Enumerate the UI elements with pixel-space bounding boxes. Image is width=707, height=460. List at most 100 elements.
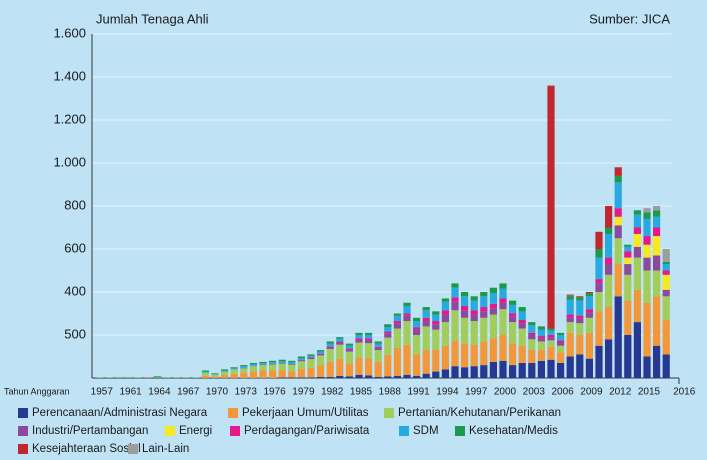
bar-segment xyxy=(576,354,584,378)
bar-segment xyxy=(461,317,469,344)
bar-segment xyxy=(585,296,593,310)
bar-segment xyxy=(269,364,277,371)
bar-segment xyxy=(585,292,593,294)
bar-segment xyxy=(441,345,449,370)
bar-segment xyxy=(557,345,565,353)
bar-segment xyxy=(365,358,373,376)
bar-segment xyxy=(489,338,497,362)
bar-segment xyxy=(365,335,373,339)
bar-segment xyxy=(326,346,334,349)
bar-segment xyxy=(643,257,651,271)
bar-segment xyxy=(547,346,555,360)
bar-segment xyxy=(269,362,277,364)
bar-segment xyxy=(307,367,315,378)
bar-segment xyxy=(557,362,565,378)
bar-segment xyxy=(374,361,382,377)
bar-segment xyxy=(614,238,622,265)
bar-segment xyxy=(557,335,565,341)
bar-segment xyxy=(662,354,670,378)
x-tick-label: 1991 xyxy=(407,387,430,398)
x-tick-label: 1964 xyxy=(148,387,171,398)
bar-segment xyxy=(230,373,238,378)
bar-segment xyxy=(509,365,517,378)
bar-segment xyxy=(230,369,238,374)
bar-segment xyxy=(374,346,382,348)
bar-segment xyxy=(576,318,584,324)
bar-segment xyxy=(422,310,430,318)
bar-segment xyxy=(422,321,430,327)
bar-segment xyxy=(537,329,545,337)
bar-segment xyxy=(653,236,661,256)
bar-segment xyxy=(355,357,363,375)
x-axis-label: Tahun Anggaran xyxy=(4,386,70,396)
y-tick-label: 400 xyxy=(64,283,86,298)
bar-segment xyxy=(624,264,632,275)
bar-segment xyxy=(336,338,344,342)
bar-segment xyxy=(374,347,382,351)
bar-segment xyxy=(403,374,411,378)
bar-segment xyxy=(403,302,411,306)
bar-segment xyxy=(633,246,641,258)
bar-segment xyxy=(230,367,238,369)
bar-segment xyxy=(576,297,584,301)
bar-segment xyxy=(317,351,325,354)
bar-segment xyxy=(662,270,670,275)
bar-segment xyxy=(547,335,555,338)
bar-segment xyxy=(288,360,296,363)
legend-label: Pertanian/Kehutanan/Perikanan xyxy=(398,407,561,419)
bar-segment xyxy=(489,361,497,378)
bar-segment xyxy=(566,296,574,300)
bar-segment xyxy=(451,366,459,378)
bar-segment xyxy=(269,363,277,365)
bar-segment xyxy=(288,364,296,365)
bar-segment xyxy=(451,297,459,302)
bar-segment xyxy=(537,338,545,342)
bar-segment xyxy=(528,325,536,333)
bar-segment xyxy=(585,309,593,313)
bar-segment xyxy=(297,360,305,362)
bar-segment xyxy=(547,340,555,347)
bar-segment xyxy=(336,358,344,376)
bar-segment xyxy=(278,370,286,378)
bar-segment xyxy=(249,366,257,372)
bar-segment xyxy=(537,350,545,361)
bar-segment xyxy=(633,210,641,215)
bar-segment xyxy=(336,342,344,345)
bar-segment xyxy=(566,314,574,318)
bar-segment xyxy=(566,295,574,297)
bar-segment xyxy=(403,305,411,314)
bar-segment xyxy=(374,350,382,362)
bar-segment xyxy=(317,350,325,352)
bar-segment xyxy=(653,255,661,271)
bar-segment xyxy=(662,261,670,265)
bar-segment xyxy=(326,341,334,344)
bar-segment xyxy=(307,359,315,368)
bar-segment xyxy=(499,298,507,303)
bar-segment xyxy=(585,358,593,378)
legend-label: Kesehatan/Medis xyxy=(469,425,558,437)
bar-segment xyxy=(576,323,584,335)
bar-segment xyxy=(432,350,440,372)
bar-segment xyxy=(432,311,440,315)
legend-swatch xyxy=(384,408,394,418)
bar-segment xyxy=(451,301,459,311)
bar-segment xyxy=(470,296,478,301)
bar-segment xyxy=(653,216,661,228)
x-tick-label: 2015 xyxy=(638,387,661,398)
bar-segment xyxy=(489,308,497,315)
bar-segment xyxy=(240,368,248,373)
bar-segment xyxy=(643,212,651,219)
bar-segment xyxy=(566,322,574,333)
bar-segment xyxy=(605,339,613,378)
bar-segment xyxy=(259,370,267,378)
bar-segment xyxy=(528,332,536,335)
bar-segment xyxy=(259,362,267,365)
x-tick-label: 1985 xyxy=(350,387,373,398)
bar-segment xyxy=(422,307,430,311)
bar-segment xyxy=(614,208,622,217)
x-tick-label: 2012 xyxy=(609,387,632,398)
legend-swatch xyxy=(18,444,28,454)
bar-segment xyxy=(595,231,603,249)
bar-segment xyxy=(336,344,344,359)
x-tick-label: 2009 xyxy=(580,387,603,398)
